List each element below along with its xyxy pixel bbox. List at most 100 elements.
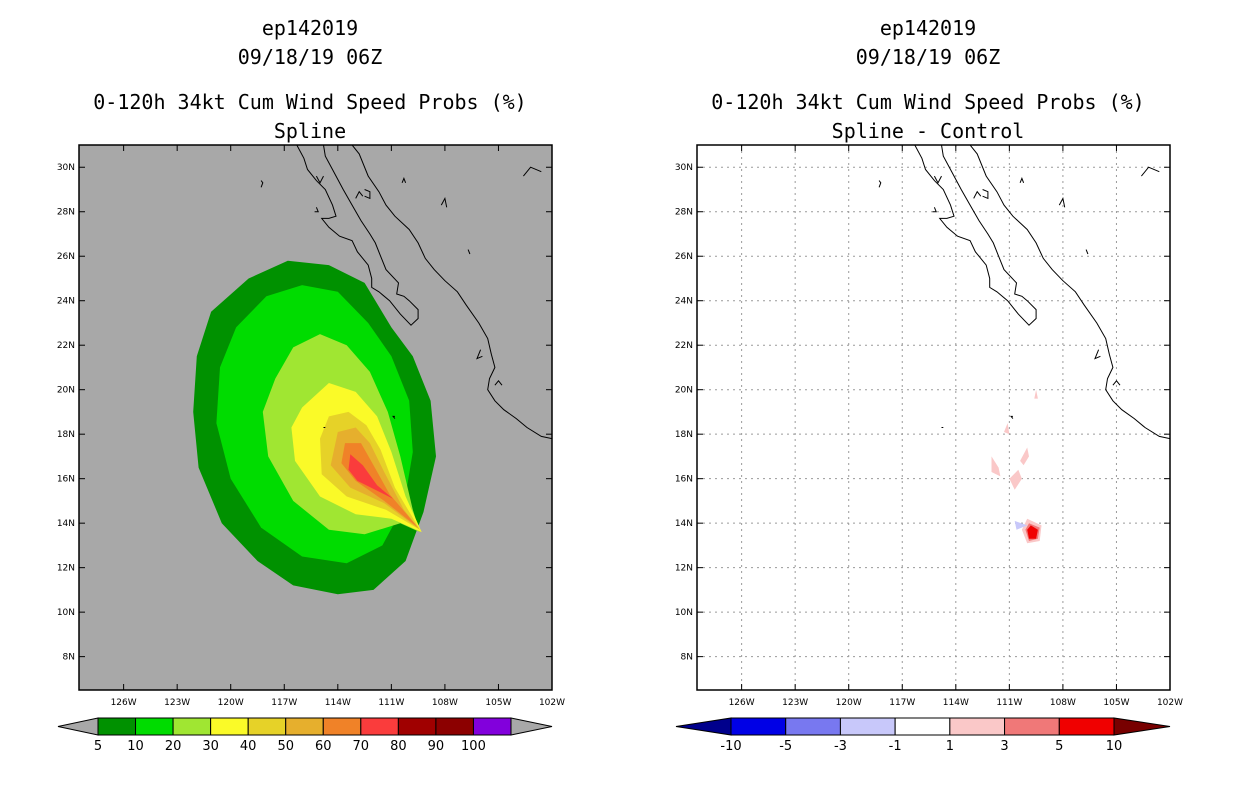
right-chart-subtitle: Spline - Control	[831, 119, 1025, 143]
right-contour-7	[1034, 389, 1038, 399]
left-colorbar-swatch-8	[397, 717, 437, 736]
left-coastline-9	[467, 249, 471, 255]
right-coastline-5	[878, 180, 882, 188]
right-x-tick-label-5: 111W	[996, 698, 1022, 708]
right-x-tick-label-6: 108W	[1050, 698, 1076, 708]
left-y-tick-label-8: 14N	[57, 519, 75, 529]
right-colorbar-swatch-3	[894, 717, 951, 736]
left-x-tick-label-2: 120W	[218, 698, 244, 708]
left-y-tick-label-3: 24N	[57, 297, 75, 307]
right-contour-4	[991, 456, 1001, 477]
left-colorbar-label-7: 70	[353, 739, 370, 754]
left-colorbar-label-2: 20	[165, 739, 182, 754]
left-colorbar-label-9: 90	[428, 739, 445, 754]
right-coastline-11	[1112, 380, 1121, 386]
right-colorbar-arrow-left	[675, 717, 732, 736]
left-coastline-1	[351, 145, 552, 440]
right-contour-2	[1027, 525, 1038, 539]
right-colorbar-label-2: -3	[834, 739, 847, 754]
right-colorbar-swatch-0	[730, 717, 787, 736]
right-coastline-8	[1058, 196, 1066, 208]
left-x-tick-label-4: 114W	[325, 698, 351, 708]
left-map-frame	[78, 144, 553, 691]
left-colorbar-swatch-10	[472, 717, 512, 736]
right-colorbar-label-5: 3	[1000, 739, 1008, 754]
left-colorbar-label-1: 10	[127, 739, 144, 754]
left-colorbar-swatch-9	[435, 717, 474, 736]
left-coastline-7	[314, 207, 319, 213]
right-coastline-4	[982, 189, 989, 200]
left-coastline-3	[355, 190, 364, 199]
left-coastline-2	[315, 175, 324, 184]
right-coastline-6	[1019, 177, 1025, 183]
right-colorbar-label-0: -10	[720, 739, 741, 754]
right-y-tick-label-8: 14N	[675, 519, 693, 529]
left-chart-title: 0-120h 34kt Cum Wind Speed Probs (%)	[93, 90, 527, 114]
left-y-tick-label-5: 20N	[57, 386, 75, 396]
right-coastline-0	[914, 145, 1037, 326]
left-chart-subtitle: Spline	[273, 119, 347, 143]
right-panel-title: ep142019 09/18/19 06Z 0-120h 34kt Cum Wi…	[628, 14, 1228, 146]
left-coastline-4	[364, 189, 371, 200]
left-colorbar-arrow-right	[510, 717, 553, 736]
right-x-tick-label-1: 123W	[782, 698, 808, 708]
left-colorbar-label-6: 60	[315, 739, 332, 754]
right-colorbar-swatch-5	[1004, 717, 1060, 736]
left-x-tick-label-6: 108W	[432, 698, 458, 708]
left-y-tick-label-6: 18N	[57, 430, 75, 440]
right-x-tick-label-3: 117W	[889, 698, 915, 708]
right-map-content	[697, 145, 1170, 690]
right-coastline-7	[932, 207, 937, 213]
left-x-tick-label-8: 102W	[539, 698, 565, 708]
left-colorbar-swatch-7	[360, 717, 399, 736]
right-colorbar-swatch-6	[1058, 717, 1115, 736]
right-y-tick-label-1: 28N	[675, 208, 693, 218]
right-y-tick-label-9: 12N	[675, 564, 693, 574]
right-x-tick-label-2: 120W	[836, 698, 862, 708]
right-coastline-1	[969, 145, 1170, 440]
left-colorbar-swatch-3	[210, 717, 249, 736]
left-y-tick-label-9: 12N	[57, 564, 75, 574]
left-x-tick-label-0: 126W	[111, 698, 137, 708]
left-coastline-6	[401, 177, 407, 183]
left-coastline-5	[260, 180, 264, 188]
right-coastline-2	[933, 175, 942, 184]
right-x-tick-label-4: 114W	[943, 698, 969, 708]
right-x-tick-label-0: 126W	[729, 698, 755, 708]
right-coastline-12	[1010, 415, 1014, 419]
right-y-tick-label-3: 24N	[675, 297, 693, 307]
left-x-tick-label-7: 105W	[485, 698, 511, 708]
left-colorbar-swatch-4	[247, 717, 287, 736]
right-colorbar-swatch-2	[839, 717, 896, 736]
right-y-tick-label-10: 10N	[675, 608, 693, 618]
left-coastline-12	[392, 415, 396, 419]
right-y-tick-label-0: 30N	[675, 163, 693, 173]
left-datetime: 09/18/19 06Z	[237, 45, 383, 69]
right-colorbar-label-6: 5	[1055, 739, 1063, 754]
left-y-tick-label-0: 30N	[57, 163, 75, 173]
left-storm-id: ep142019	[261, 16, 359, 40]
left-colorbar-label-4: 40	[240, 739, 257, 754]
left-x-tick-label-5: 111W	[378, 698, 404, 708]
left-map-panel: 126W 123W 120W 117W 114W 111W 108W 105W 102W 30N 2…	[57, 144, 565, 754]
right-y-tick-label-6: 18N	[675, 430, 693, 440]
left-y-tick-label-1: 28N	[57, 208, 75, 218]
right-map-background	[697, 145, 1170, 690]
right-map-frame	[696, 144, 1171, 691]
right-contour-6	[1004, 423, 1010, 435]
left-coastline-8	[440, 196, 448, 208]
right-storm-id: ep142019	[879, 16, 977, 40]
left-colorbar-label-10: 100	[461, 739, 486, 754]
right-x-tick-label-8: 102W	[1157, 698, 1183, 708]
right-x-tick-label-7: 105W	[1103, 698, 1129, 708]
right-coastline-14	[1141, 166, 1160, 177]
left-colorbar-swatch-1	[135, 717, 174, 736]
left-colorbar-swatch-6	[322, 717, 362, 736]
left-y-tick-label-10: 10N	[57, 608, 75, 618]
right-y-tick-label-5: 20N	[675, 386, 693, 396]
left-y-tick-label-7: 16N	[57, 475, 75, 485]
left-panel-title: ep142019 09/18/19 06Z 0-120h 34kt Cum Wi…	[10, 14, 610, 146]
left-coastline-11	[494, 380, 503, 386]
left-y-tick-label-11: 8N	[63, 653, 75, 663]
